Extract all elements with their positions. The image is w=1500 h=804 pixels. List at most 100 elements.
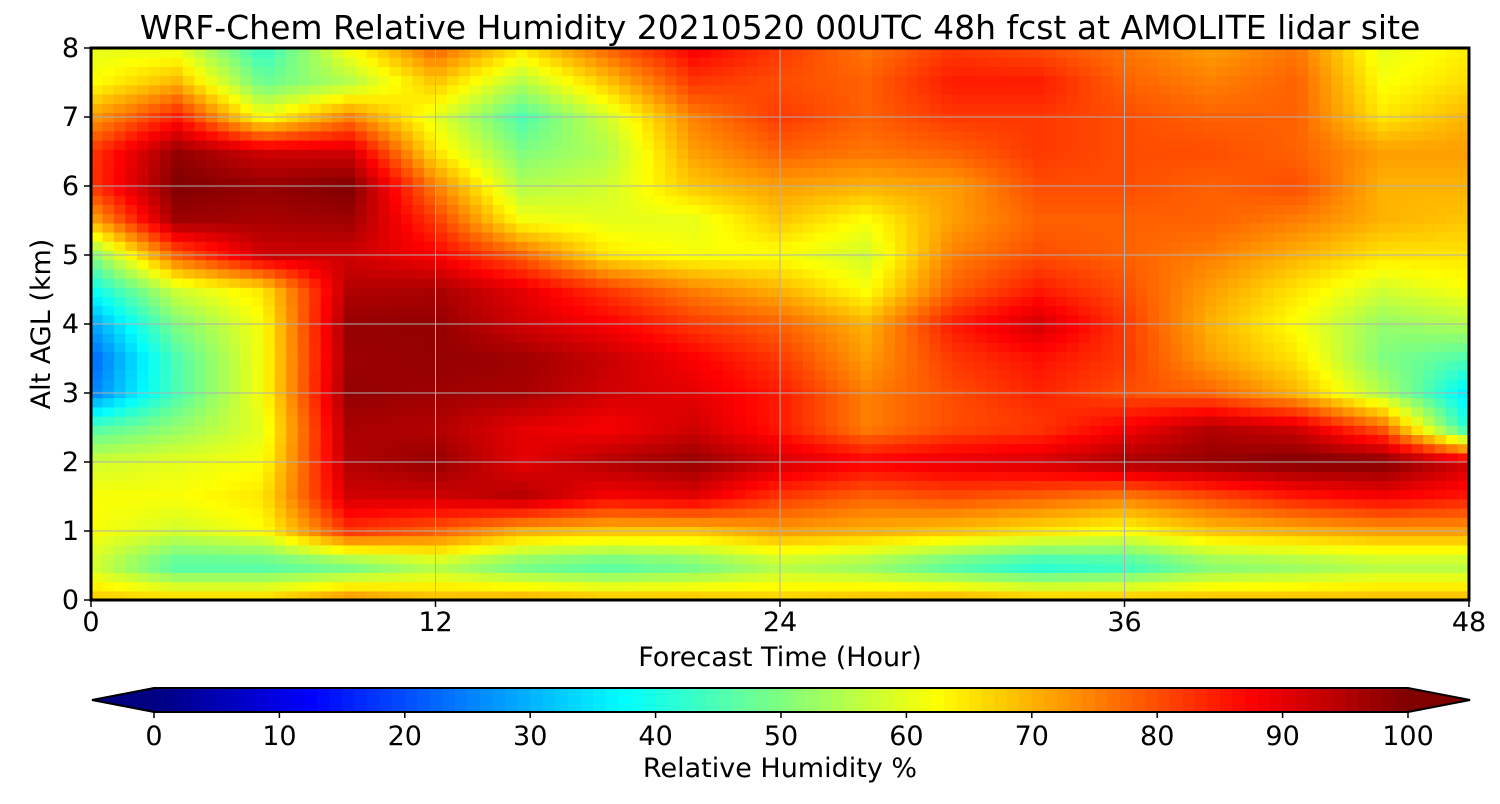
rh-cell [1009, 241, 1022, 251]
rh-cell [1296, 425, 1309, 435]
rh-cell [297, 370, 310, 380]
rh-cell [366, 241, 379, 251]
rh-cell [630, 241, 643, 251]
rh-cell [309, 259, 322, 270]
rh-cell [1078, 342, 1091, 353]
rh-cell [1354, 581, 1367, 592]
rh-cell [1216, 443, 1229, 454]
rh-cell [492, 554, 505, 564]
rh-cell [515, 425, 528, 435]
rh-cell [1204, 434, 1217, 445]
rh-cell [573, 563, 586, 573]
rh-cell [378, 508, 391, 518]
rh-cell [412, 563, 425, 573]
rh-cell [1135, 480, 1149, 491]
rh-cell [274, 590, 287, 600]
rh-cell [159, 416, 172, 426]
rh-cell [906, 498, 919, 509]
rh-cell [573, 296, 586, 307]
rh-cell [1434, 379, 1447, 389]
rh-cell [1423, 462, 1436, 472]
rh-cell [1457, 268, 1469, 279]
rh-cell [791, 462, 804, 472]
rh-cell [1158, 452, 1172, 463]
rh-cell [1204, 406, 1217, 417]
rh-cell [1388, 535, 1401, 546]
rh-cell [871, 480, 884, 491]
rh-cell [1457, 241, 1469, 251]
rh-cell [906, 544, 919, 555]
rh-cell [1423, 452, 1436, 463]
rh-cell [1227, 370, 1240, 380]
rh-cell [538, 379, 551, 389]
rh-cell [607, 305, 620, 316]
rh-cell [1411, 360, 1424, 371]
rh-cell [883, 443, 896, 454]
rh-cell [1113, 314, 1126, 325]
rh-cell [1078, 278, 1091, 288]
rh-cell [435, 213, 448, 224]
rh-cell [274, 397, 287, 408]
rh-cell [1285, 406, 1298, 417]
rh-cell [458, 213, 471, 224]
rh-cell [975, 498, 988, 509]
rh-cell [653, 590, 666, 600]
rh-cell [1021, 554, 1034, 564]
rh-cell [1227, 434, 1240, 445]
rh-cell [802, 544, 816, 555]
rh-cell [642, 259, 655, 270]
rh-cell [102, 498, 115, 509]
rh-cell [848, 351, 861, 362]
rh-cell [274, 324, 287, 334]
rh-cell [446, 351, 460, 362]
rh-cell [952, 471, 965, 481]
rh-cell [998, 360, 1011, 371]
rh-cell [504, 268, 517, 279]
rh-cell [538, 434, 551, 445]
rh-cell [1342, 425, 1355, 435]
rh-cell [378, 360, 391, 371]
rh-cell [573, 324, 586, 334]
rh-cell [584, 342, 597, 353]
rh-cell [1204, 241, 1217, 251]
rh-cell [102, 397, 115, 408]
rh-cell [194, 554, 207, 564]
rh-cell [1388, 508, 1401, 518]
rh-cell [1434, 222, 1447, 233]
rh-cell [263, 287, 276, 297]
rh-cell [837, 572, 850, 583]
rh-cell [274, 563, 287, 573]
rh-cell [1135, 572, 1149, 583]
rh-cell [1204, 452, 1217, 463]
rh-cell [401, 443, 414, 454]
rh-cell [688, 213, 701, 224]
rh-cell [182, 471, 195, 481]
rh-cell [1101, 333, 1114, 343]
rh-cell [653, 222, 666, 233]
rh-cell [1158, 360, 1172, 371]
rh-cell [1365, 452, 1378, 463]
rh-cell [1273, 572, 1286, 583]
rh-cell [998, 324, 1011, 334]
rh-cell [1411, 342, 1424, 353]
rh-cell [446, 305, 460, 316]
rh-cell [975, 342, 988, 353]
rh-cell [251, 370, 264, 380]
rh-cell [504, 360, 517, 371]
rh-cell [1296, 462, 1309, 472]
rh-cell [986, 581, 999, 592]
rh-cell [182, 544, 195, 555]
rh-cell [745, 508, 758, 518]
rh-cell [757, 259, 770, 270]
rh-cell [389, 287, 402, 297]
rh-cell [309, 498, 322, 509]
rh-cell [848, 222, 861, 233]
rh-cell [642, 554, 655, 564]
rh-cell [734, 287, 747, 297]
rh-cell [802, 590, 816, 600]
rh-cell [1365, 278, 1378, 288]
rh-cell [171, 278, 184, 288]
rh-cell [527, 351, 540, 362]
rh-cell [1388, 462, 1401, 472]
rh-cell [1250, 572, 1263, 583]
